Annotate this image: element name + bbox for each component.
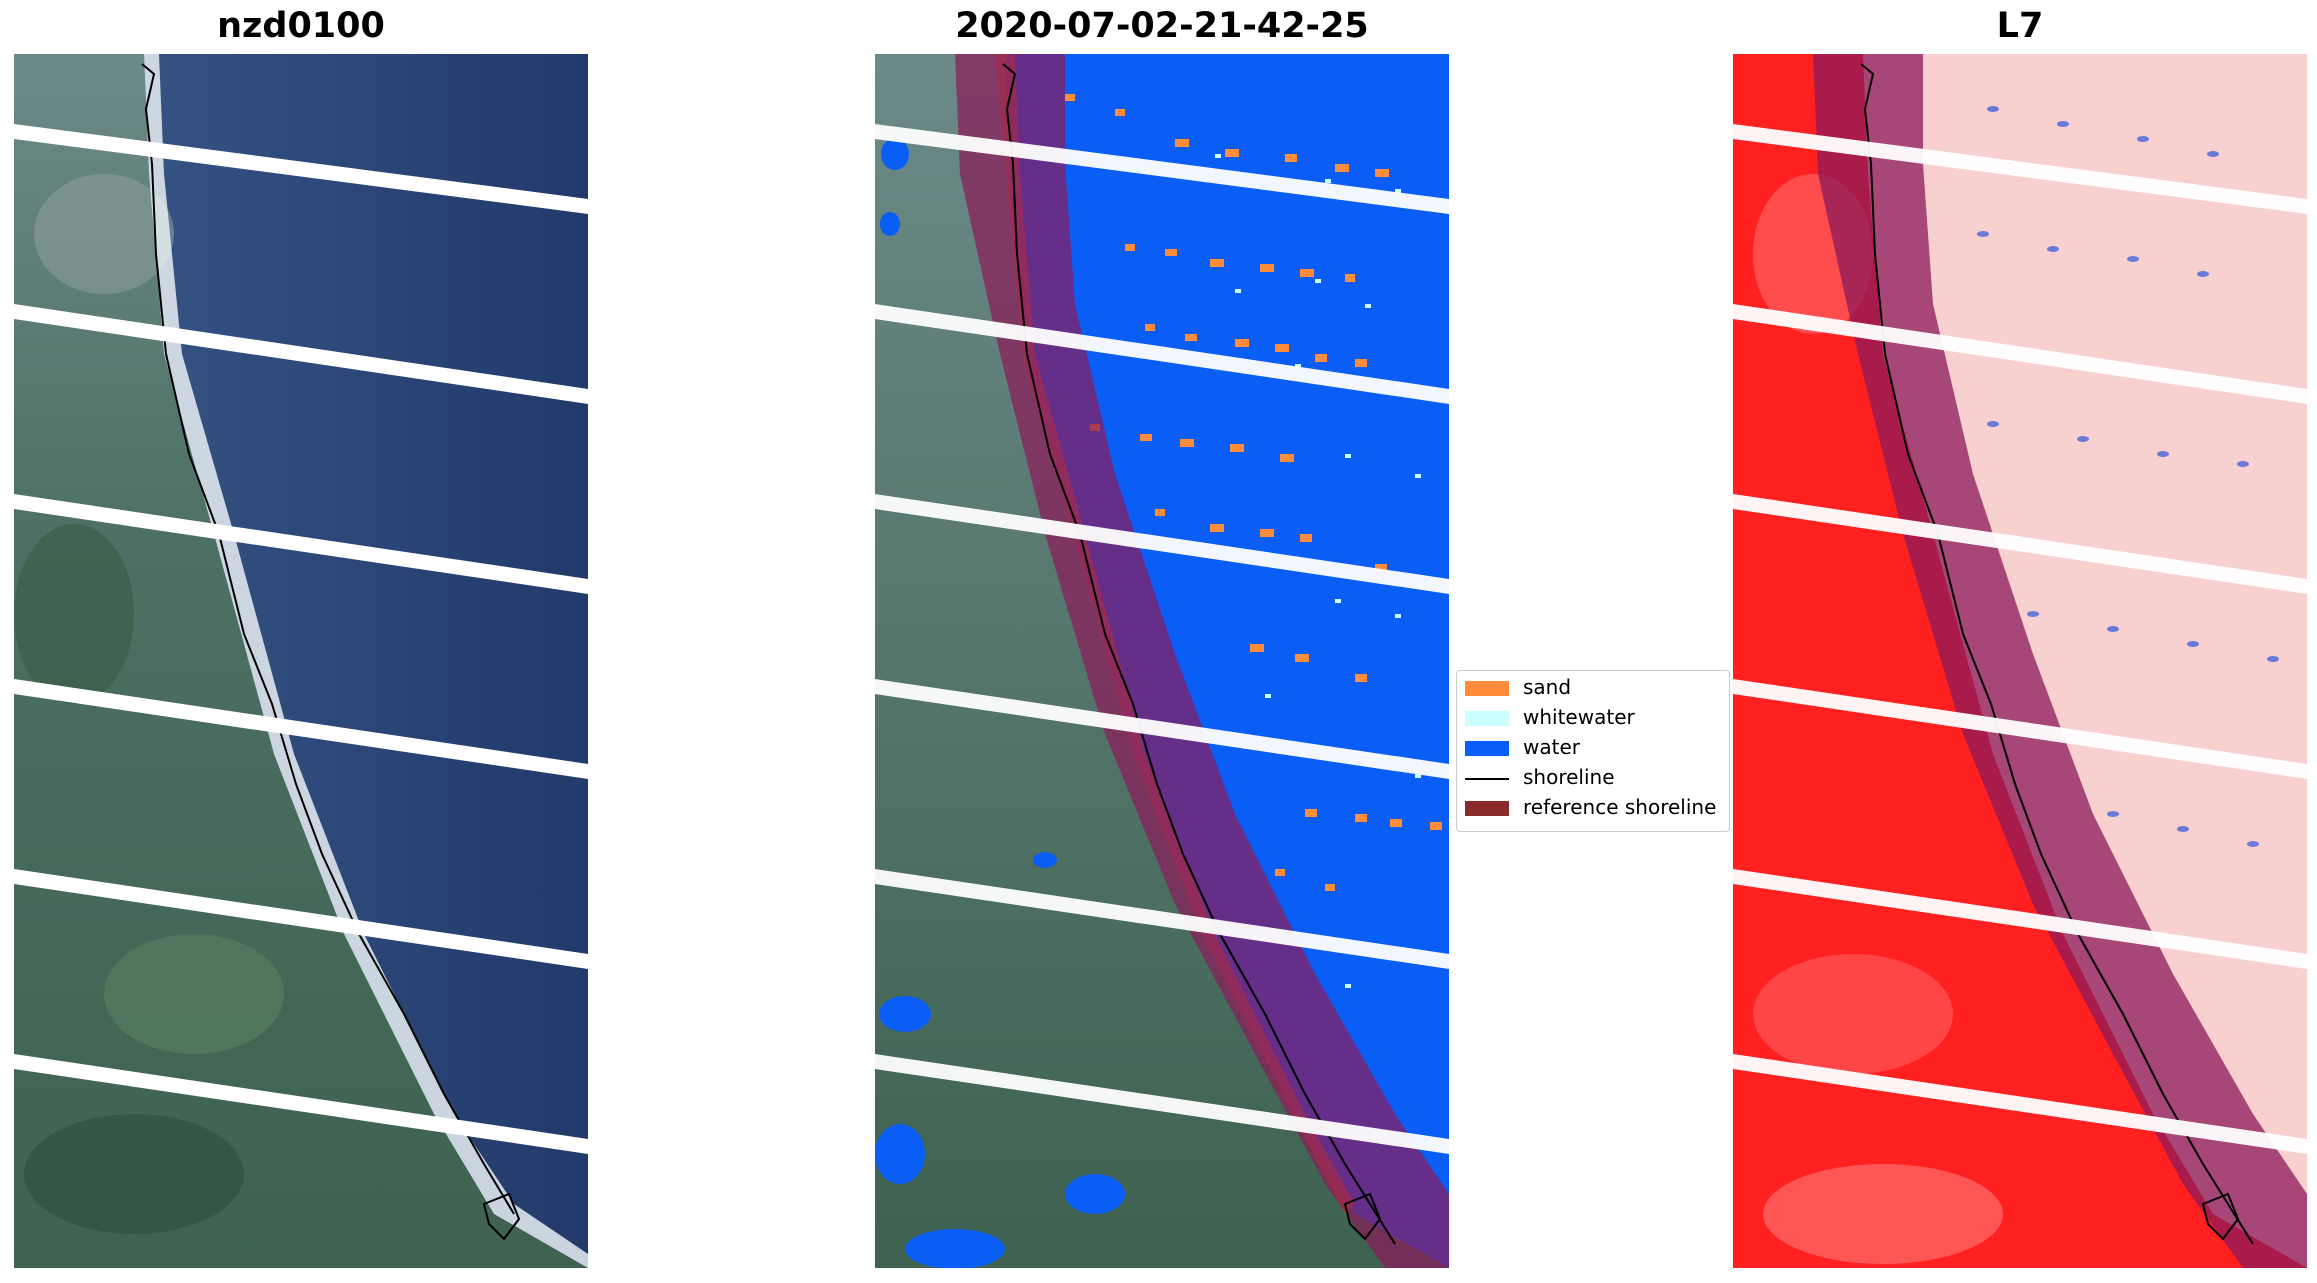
water-swatch <box>1465 741 1509 756</box>
legend-label: reference shoreline <box>1523 795 1717 819</box>
legend-label: sand <box>1523 675 1572 699</box>
shoreline-line-swatch <box>1465 778 1509 780</box>
mndwi-image <box>1733 54 2307 1268</box>
sand-swatch <box>1465 681 1509 696</box>
legend-item-shoreline: shoreline <box>1457 763 1729 793</box>
classified-image <box>875 54 1449 1268</box>
whitewater-swatch <box>1465 711 1509 726</box>
rgb-image <box>14 54 588 1268</box>
legend-label: shoreline <box>1523 765 1615 789</box>
legend-item-water: water <box>1457 733 1729 763</box>
panel-title-classified: 2020-07-02-21-42-25 <box>955 6 1369 46</box>
panel-title-mndwi: L7 <box>1996 6 2044 46</box>
legend-label: water <box>1523 735 1580 759</box>
reference-shoreline-swatch <box>1465 801 1509 816</box>
legend-label: whitewater <box>1523 705 1635 729</box>
mndwi-image-panel <box>1733 54 2307 1268</box>
legend-item-reference-shoreline: reference shoreline <box>1457 793 1729 823</box>
rgb-image-panel <box>14 54 588 1268</box>
legend-item-sand: sand <box>1457 673 1729 703</box>
panel-title-rgb: nzd0100 <box>217 6 385 46</box>
legend: sand whitewater water shoreline referenc… <box>1456 670 1730 832</box>
classified-image-panel <box>875 54 1449 1268</box>
legend-item-whitewater: whitewater <box>1457 703 1729 733</box>
